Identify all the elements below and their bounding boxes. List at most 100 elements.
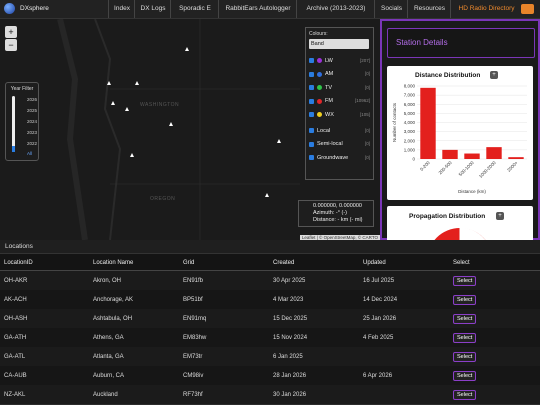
colours-label: Colours: <box>309 31 328 37</box>
year-label: 2022 <box>27 141 38 146</box>
band-checkbox[interactable] <box>309 58 314 63</box>
x-axis-label: Distance (km) <box>458 189 486 194</box>
table-cell: CM98iv <box>183 372 204 379</box>
table-cell: Anchorage, AK <box>93 296 134 303</box>
station-details-title: Station Details <box>396 38 448 47</box>
chart-title: Distance Distribution <box>415 72 481 79</box>
band-swatch <box>317 98 322 104</box>
zoom-in[interactable]: + <box>5 26 17 38</box>
column-header: LocationID <box>4 260 33 266</box>
table-cell: EN91fb <box>183 277 204 284</box>
chart: 0 1,000 2,000 3,000 4,000 5,000 6,000 7,000 8,00… <box>392 84 527 194</box>
year-label: 2026 <box>27 97 38 102</box>
table-cell: OH-AKR <box>4 277 28 284</box>
band-checkbox[interactable] <box>309 98 314 104</box>
select-button[interactable]: Select <box>453 351 477 362</box>
table-cell: GA-ATH <box>4 334 27 341</box>
table-cell: 28 Jan 2026 <box>273 372 307 379</box>
colour-select[interactable]: Band <box>309 39 369 49</box>
nav-link[interactable]: Archive (2013-2023) <box>296 0 375 18</box>
table-cell: 15 Dec 2025 <box>273 315 308 322</box>
y-tick-label: 7,000 <box>404 93 416 98</box>
propagation-title: Propagation Distribution <box>409 213 486 220</box>
type-checkbox[interactable] <box>309 141 314 147</box>
type-name: Local <box>317 127 331 134</box>
column-header: Updated <box>363 260 386 266</box>
year-slider[interactable] <box>12 96 15 152</box>
nav-link[interactable]: Socials <box>374 0 408 18</box>
table-cell: 15 Nov 2024 <box>273 334 308 341</box>
type-checkbox[interactable] <box>309 155 314 160</box>
band-count: [0] <box>364 84 370 90</box>
table-cell: BP51bf <box>183 296 203 303</box>
table-cell: Akron, OH <box>93 277 122 284</box>
nav-link[interactable]: Index <box>108 0 135 18</box>
band-count: [0] <box>364 71 370 76</box>
table-cell: Athens, GA <box>93 334 124 341</box>
expand-button[interactable]: + <box>490 71 498 79</box>
table-cell: 4 Feb 2025 <box>363 334 394 341</box>
column-header: Select <box>453 260 470 266</box>
table-cell: 16 Jul 2025 <box>363 277 395 284</box>
band-swatch <box>317 71 322 77</box>
slider-fill <box>12 146 15 152</box>
select-button[interactable]: Select <box>453 294 477 305</box>
bar <box>486 147 502 159</box>
band-name: LW <box>325 57 333 64</box>
side-panel: Station Details Distance Distribution + … <box>380 19 540 246</box>
band-checkbox[interactable] <box>309 71 314 77</box>
distance-card: Distance Distribution + 0 1,000 2,000 3,000… <box>387 66 533 200</box>
logo[interactable] <box>4 3 15 14</box>
table-cell: 30 Jan 2026 <box>273 391 307 398</box>
table-cell: Ashtabula, OH <box>93 315 133 322</box>
expand-button[interactable]: + <box>496 212 504 220</box>
band-checkbox[interactable] <box>309 112 314 117</box>
locations-title: Locations <box>5 243 33 250</box>
bar <box>464 153 480 159</box>
y-tick-label: 6,000 <box>404 102 416 107</box>
year-all[interactable]: All <box>27 151 33 156</box>
attribution: Leaflet | © OpenStreetMap, © CARTO <box>299 235 380 240</box>
nav-link[interactable]: HD Radio Directory <box>450 0 522 18</box>
band-swatch <box>317 58 322 63</box>
table-cell: EN91mq <box>183 315 207 322</box>
band-name: WX <box>325 111 334 118</box>
station-details: Station Details <box>387 28 535 58</box>
coords-azimuth: Azimuth: -° (-) <box>313 210 347 216</box>
band-count: [105] <box>359 111 370 117</box>
nav-link[interactable]: RabbitEars Autologger <box>218 0 297 18</box>
table-cell: OH-ASH <box>4 315 28 322</box>
select-button[interactable]: Select <box>453 389 477 400</box>
x-tick-label: 200-500 <box>437 160 453 176</box>
table-header <box>0 256 540 271</box>
x-tick-label: 500-1000 <box>458 160 475 177</box>
nav-bar: DXsphere Index DX Logs Sporadic E RabbitEar… <box>0 0 540 19</box>
y-tick-label: 2,000 <box>404 138 416 143</box>
select-button[interactable]: Select <box>453 275 477 286</box>
nav-link[interactable]: DX Logs <box>134 0 171 18</box>
select-button[interactable]: Select <box>453 313 477 324</box>
zoom-out[interactable]: − <box>5 39 17 51</box>
map-tiles <box>57 19 300 240</box>
year-filter: Year Filter 2026 2025 2024 2023 2022 All <box>5 82 39 161</box>
select-button[interactable]: Select <box>453 332 477 343</box>
type-count: [0] <box>364 154 370 160</box>
x-tick-label: 2000+ <box>506 160 519 173</box>
map-label: OREGON <box>150 196 176 202</box>
table-cell: Auburn, CA <box>93 372 125 379</box>
nav-link[interactable]: Sporadic E <box>170 0 219 18</box>
y-tick-label: 4,000 <box>404 120 416 125</box>
brand[interactable]: DXsphere <box>20 5 49 12</box>
radio-icon[interactable] <box>521 4 534 14</box>
select-button[interactable]: Select <box>453 370 477 381</box>
type-checkbox[interactable] <box>309 128 314 133</box>
band-swatch <box>317 112 322 117</box>
band-swatch <box>317 85 322 90</box>
column-header: Grid <box>183 260 195 266</box>
nav-link[interactable]: Resources <box>407 0 451 18</box>
band-name: AM <box>325 71 334 77</box>
band-checkbox[interactable] <box>309 85 314 90</box>
y-axis-label: Number of contacts <box>392 102 397 142</box>
map[interactable]: WASHINGTON OREGON + − Year Filter 2026 20… <box>0 19 380 240</box>
